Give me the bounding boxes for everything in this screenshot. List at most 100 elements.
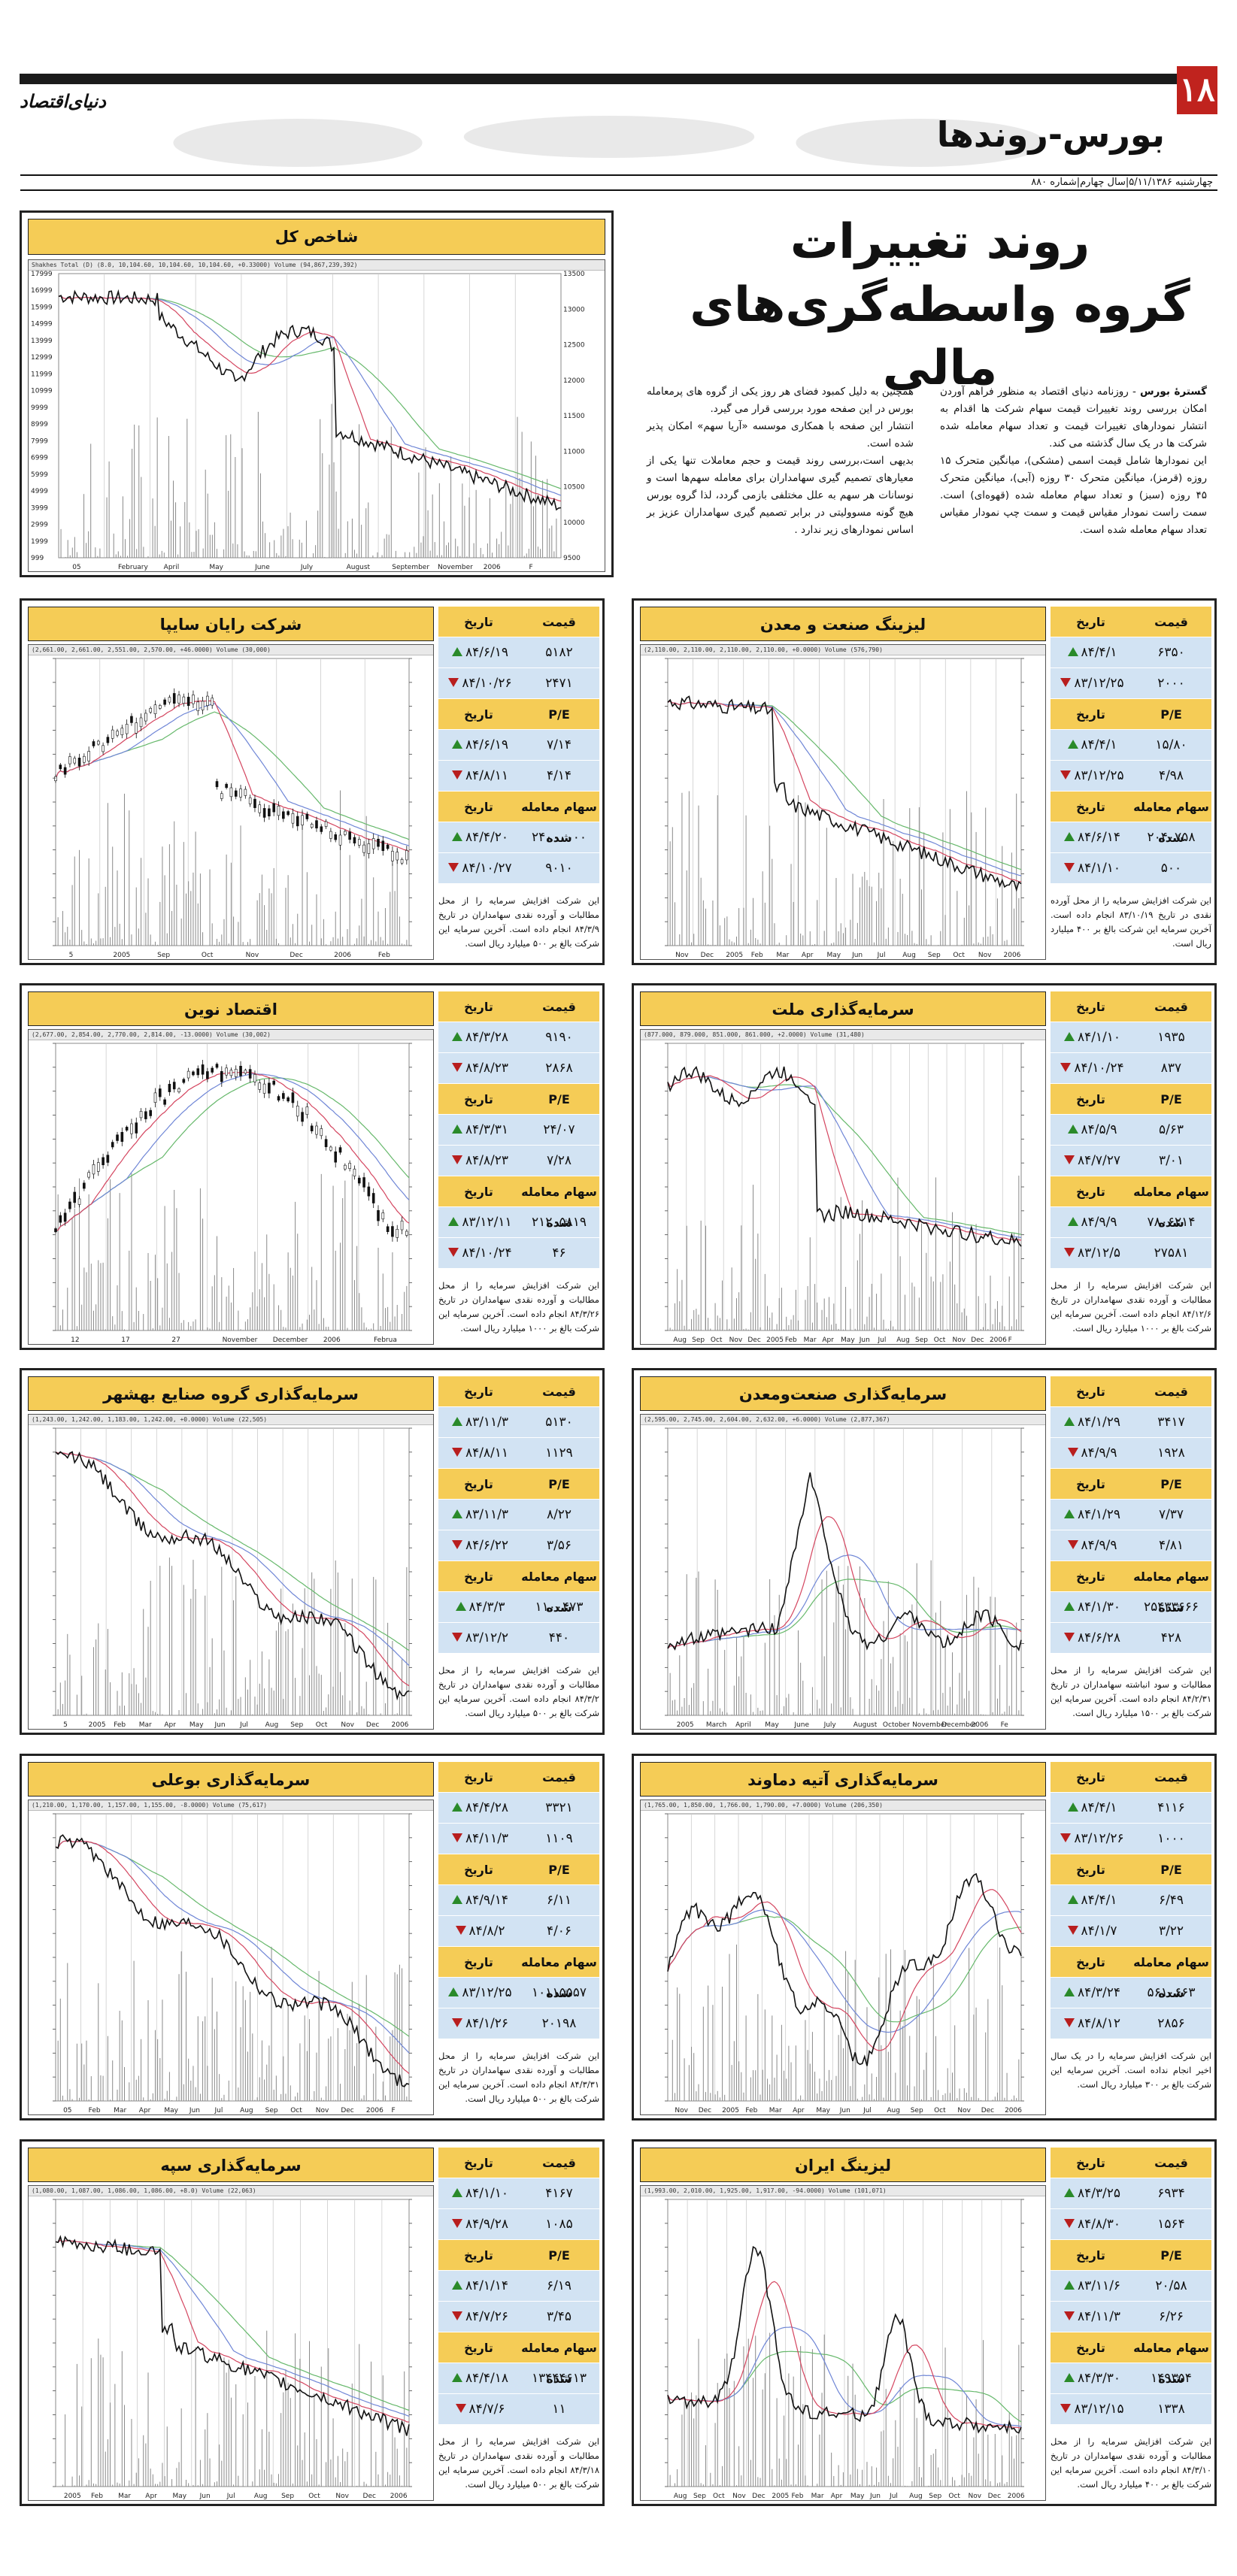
masthead-rule xyxy=(20,74,1217,84)
date-cell: ۸۴/۱۱/۳ xyxy=(438,1824,519,1854)
candle-body xyxy=(163,699,166,705)
x-tick-label: Nov xyxy=(675,2107,688,2114)
volume-row: ۴۲۸ ۸۴/۶/۲۸ xyxy=(1051,1623,1211,1654)
header-cell: قیمت xyxy=(1154,615,1188,629)
chart-strip: (2,661.00, 2,661.00, 2,551.00, 2,570.00,… xyxy=(29,645,433,655)
x-tick-label: Jun xyxy=(214,1721,226,1729)
x-tick-label: May xyxy=(850,2493,865,2500)
volume-row: ۲۴۰۰۰۰۰۰ ۸۴/۴/۲۰ xyxy=(438,822,599,853)
ma30-line xyxy=(667,1554,1022,1649)
value-text: ۸/۲۲ xyxy=(546,1507,572,1522)
triangle-up-icon xyxy=(451,1509,462,1518)
value-cell: ۴/۰۶ xyxy=(519,1916,599,1946)
value-cell: ۳/۰۱ xyxy=(1131,1146,1211,1176)
candle-body xyxy=(315,1125,318,1135)
volume-row: ۲۰۴۰۷۵۸ ۸۴/۶/۱۴ xyxy=(1051,822,1211,853)
company-name: سرمایه‌گذاری صنعت‌ومعدن xyxy=(640,1376,1046,1411)
article-para-3: همچنین به دلیل کمبود فضای هر روز یکی از … xyxy=(647,386,914,415)
x-tick-label: December xyxy=(273,1336,308,1344)
value-text: ۷/۱۴ xyxy=(546,737,572,752)
volume-row: ۱۳۴۴۴۶۱۳ ۸۴/۴/۱۸ xyxy=(438,2363,599,2394)
triangle-down-icon xyxy=(1063,1633,1075,1642)
header-cell: P/E xyxy=(548,2248,570,2263)
company-chart-svg: Nov Dec 2005 Feb Mar Apr May Jun Jul Aug Sep Oct Nov… xyxy=(665,1813,1024,2114)
x-tick-label: Oct xyxy=(290,2107,302,2114)
volume-row: ۱۳۳۸ ۸۳/۱۲/۱۵ xyxy=(1051,2394,1211,2425)
header-cell: سهام معامله شده xyxy=(521,1185,597,1230)
candle-body xyxy=(315,820,318,828)
date-cell: ۸۳/۱۲/۲ xyxy=(438,1623,519,1653)
candle-body xyxy=(54,776,57,782)
candle-body xyxy=(348,1163,351,1169)
candle-body xyxy=(96,740,100,745)
company-note: این شرکت افزایش سرمایه را از محل مطالبات… xyxy=(438,895,599,949)
triangle-down-icon xyxy=(448,1248,459,1257)
value-cell: ۶/۲۶ xyxy=(1131,2302,1211,2332)
company-chart-area: (2,677.00, 2,854.00, 2,770.00, 2,814.00,… xyxy=(28,1029,434,1345)
company-chart-svg: 5 2005 Feb Mar Apr May Jun Jul Aug Sep Oct Nov Dec 20… xyxy=(53,1427,412,1729)
volume-header-row: سهام معامله شده تاریخ xyxy=(1051,1561,1211,1615)
header-cell: سهام معامله شده xyxy=(1133,1570,1209,1615)
value-cell: ۴۱۱۶ xyxy=(1131,1793,1211,1823)
candle-body xyxy=(59,764,62,770)
company-note: این شرکت افزایش سرمایه را از محل مطالبات… xyxy=(438,2436,599,2490)
candle-body xyxy=(73,758,77,764)
candle-body xyxy=(225,1067,228,1076)
pe-row: ۷/۱۴ ۸۴/۶/۱۹ xyxy=(438,730,599,761)
volume-row: ۲۵۴۳۳۶۶۶ ۸۴/۱/۳۰ xyxy=(1051,1592,1211,1623)
candle-body xyxy=(320,1128,323,1137)
x-tick-label: Dec xyxy=(363,2493,376,2500)
volume-row: ۱۱۰۰۴۷۳ ۸۴/۳/۳ xyxy=(438,1592,599,1623)
x-tick-label: Sep xyxy=(928,952,941,959)
candle-body xyxy=(239,1065,242,1076)
volume-row: ۲۸۵۶ ۸۴/۸/۱۲ xyxy=(1051,2008,1211,2039)
header-cell: تاریخ xyxy=(464,1092,493,1106)
value-text: ۳/۵۶ xyxy=(546,1538,572,1553)
x-tick-label: Aug xyxy=(674,2493,687,2500)
header-cell: تاریخ xyxy=(1076,2156,1105,2170)
candle-body xyxy=(68,756,71,764)
company-box: سرمایه‌گذاری سپه (1,080.00, 1,087.00, 1,0… xyxy=(20,2139,605,2506)
company-name: سرمایه‌گذاری گروه صنایع بهشهر xyxy=(28,1376,434,1411)
header-cell: تاریخ xyxy=(464,1770,493,1784)
pe-row: ۲۴/۰۷ ۸۴/۳/۳۱ xyxy=(438,1115,599,1146)
price-row: ۸۳۷ ۸۴/۱۰/۲۴ xyxy=(1051,1053,1211,1084)
value-cell: ۲۸۵۶ xyxy=(1131,2008,1211,2039)
candle-body xyxy=(248,797,252,804)
x-tick-label: Mar xyxy=(776,952,789,959)
candle-body xyxy=(239,789,242,798)
candle-body xyxy=(201,1064,205,1075)
value-cell: ۱۱ xyxy=(519,2394,599,2424)
price-line xyxy=(55,1834,410,2087)
x-tick-label: Mar xyxy=(118,2493,131,2500)
triangle-down-icon xyxy=(451,1833,462,1842)
candle-body xyxy=(215,1064,219,1068)
candle-body xyxy=(277,806,280,816)
price-row: ۱۰۸۵ ۸۴/۹/۲۸ xyxy=(438,2209,599,2240)
date-cell: ۸۴/۴/۱ xyxy=(1051,1885,1131,1915)
left-tick-label: 13999 xyxy=(31,338,53,345)
price-row: ۳۳۲۱ ۸۴/۴/۲۸ xyxy=(438,1793,599,1824)
x-tick-label: 2005 xyxy=(64,2493,81,2500)
x-tick-label: July xyxy=(823,1721,837,1729)
triangle-down-icon xyxy=(1060,1063,1072,1072)
value-cell: ۲۵۴۳۳۶۶۶ xyxy=(1131,1592,1211,1622)
x-tick-label: Fe xyxy=(1001,1721,1009,1729)
right-tick-label: 10000 xyxy=(563,519,585,527)
company-chart-area: (1,243.00, 1,242.00, 1,183.00, 1,242.00,… xyxy=(28,1414,434,1730)
candle-body xyxy=(386,844,390,849)
company-chart-svg: 05 Feb Mar Apr May Jun Jul Aug Sep Oct Nov Dec 2006 F xyxy=(53,1813,412,2114)
value-cell: ۶۹۳۴ xyxy=(1131,2178,1211,2208)
header-cell: قیمت xyxy=(1154,1000,1188,1014)
value-text: ۶/۱۱ xyxy=(546,1893,572,1908)
pe-row: ۷/۲۸ ۸۴/۸/۲۳ xyxy=(438,1146,599,1176)
header-cell: تاریخ xyxy=(1076,1477,1105,1491)
candle-body xyxy=(120,1132,124,1142)
value-cell: ۴۲۸ xyxy=(1131,1623,1211,1653)
candle-body xyxy=(291,1092,295,1103)
triangle-up-icon xyxy=(1063,2281,1075,2290)
x-tick-label: 17 xyxy=(121,1336,129,1344)
left-tick-label: 5999 xyxy=(31,471,48,479)
triangle-up-icon xyxy=(1067,1895,1078,1904)
header-cell: قیمت xyxy=(542,1385,576,1399)
